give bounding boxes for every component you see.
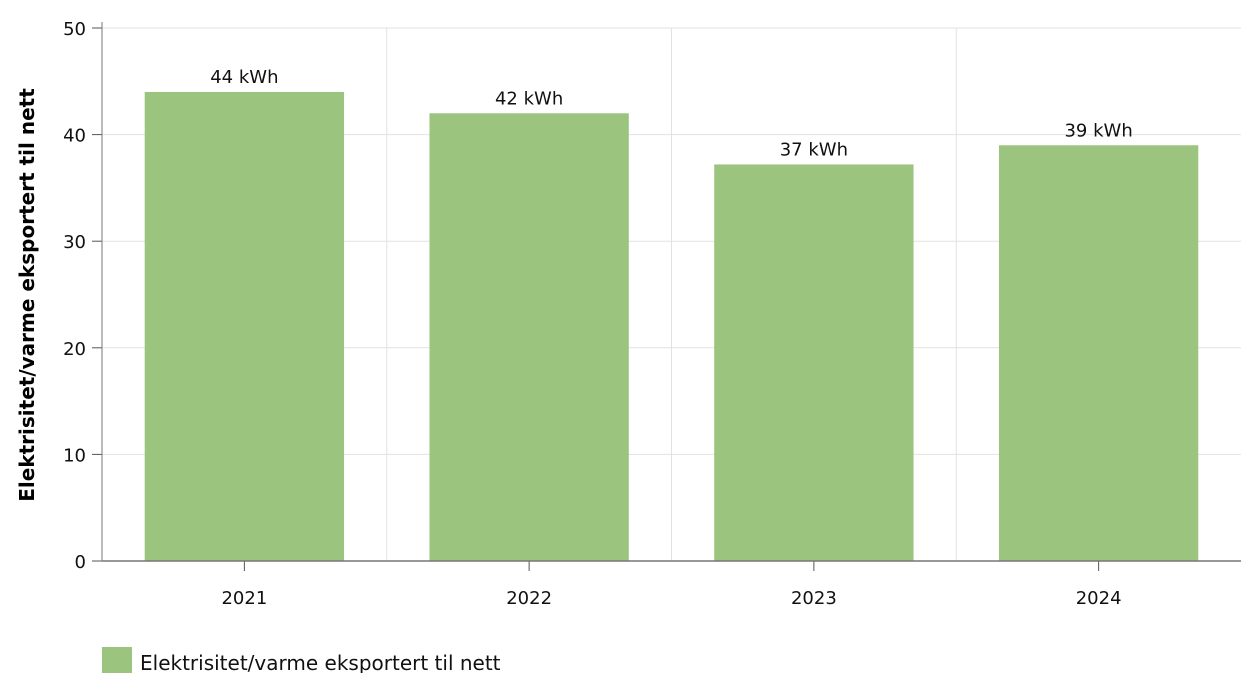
- data-label-2022: 42 kWh: [495, 88, 563, 109]
- x-tick-label-2023: 2023: [791, 588, 837, 609]
- bar-2024: [998, 145, 1199, 561]
- data-labels: 44 kWh 42 kWh 37 kWh 39 kWh: [210, 67, 1133, 160]
- data-label-2023: 37 kWh: [780, 139, 848, 160]
- legend: Elektrisitet/varme eksportert til nett: [102, 647, 501, 673]
- y-tick-label: 20: [63, 339, 86, 360]
- y-tick-label: 50: [63, 19, 86, 40]
- legend-label: Elektrisitet/varme eksportert til nett: [140, 651, 501, 673]
- legend-swatch: [102, 647, 132, 673]
- axes: 0 10 20 30 40 50 2021 2022 2023 2024: [63, 19, 1241, 609]
- y-tick-label: 40: [63, 126, 86, 147]
- data-label-2021: 44 kWh: [210, 67, 278, 88]
- bar-2021: [144, 91, 345, 562]
- bar-2023: [714, 164, 914, 561]
- data-label-2024: 39 kWh: [1064, 120, 1132, 141]
- y-tick-label: 0: [75, 552, 86, 573]
- y-tick-label: 10: [63, 445, 86, 466]
- x-tick-label-2022: 2022: [506, 588, 552, 609]
- bar-2022: [429, 113, 629, 561]
- x-tick-label-2024: 2024: [1076, 588, 1122, 609]
- y-axis-title: Elektrisitet/varme eksportert til nett: [15, 88, 39, 502]
- y-tick-label: 30: [63, 232, 86, 253]
- x-tick-label-2021: 2021: [221, 588, 267, 609]
- bars: [144, 91, 1199, 562]
